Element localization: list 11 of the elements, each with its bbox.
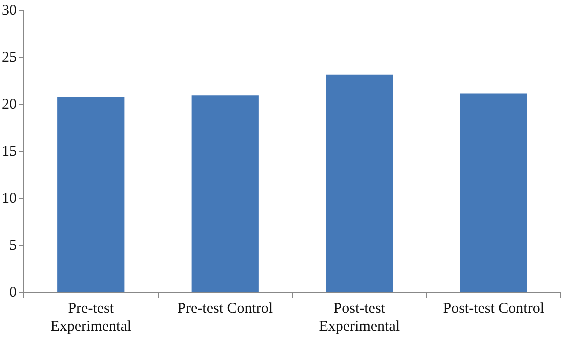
x-tick-label: Pre-test Experimental [50,300,132,335]
x-tick-label: Post-test Control [443,300,545,317]
y-tick-label: 10 [2,190,17,207]
x-tick-label: Post-test Experimental [319,300,400,335]
y-tick-label: 0 [10,284,17,301]
x-tick-label: Pre-test Control [178,300,274,317]
y-tick-label: 5 [10,238,17,254]
y-tick-label: 15 [2,144,17,160]
y-tick-label: 20 [2,96,17,113]
y-tick-label: 30 [2,2,17,19]
y-tick-label: 25 [2,50,17,66]
